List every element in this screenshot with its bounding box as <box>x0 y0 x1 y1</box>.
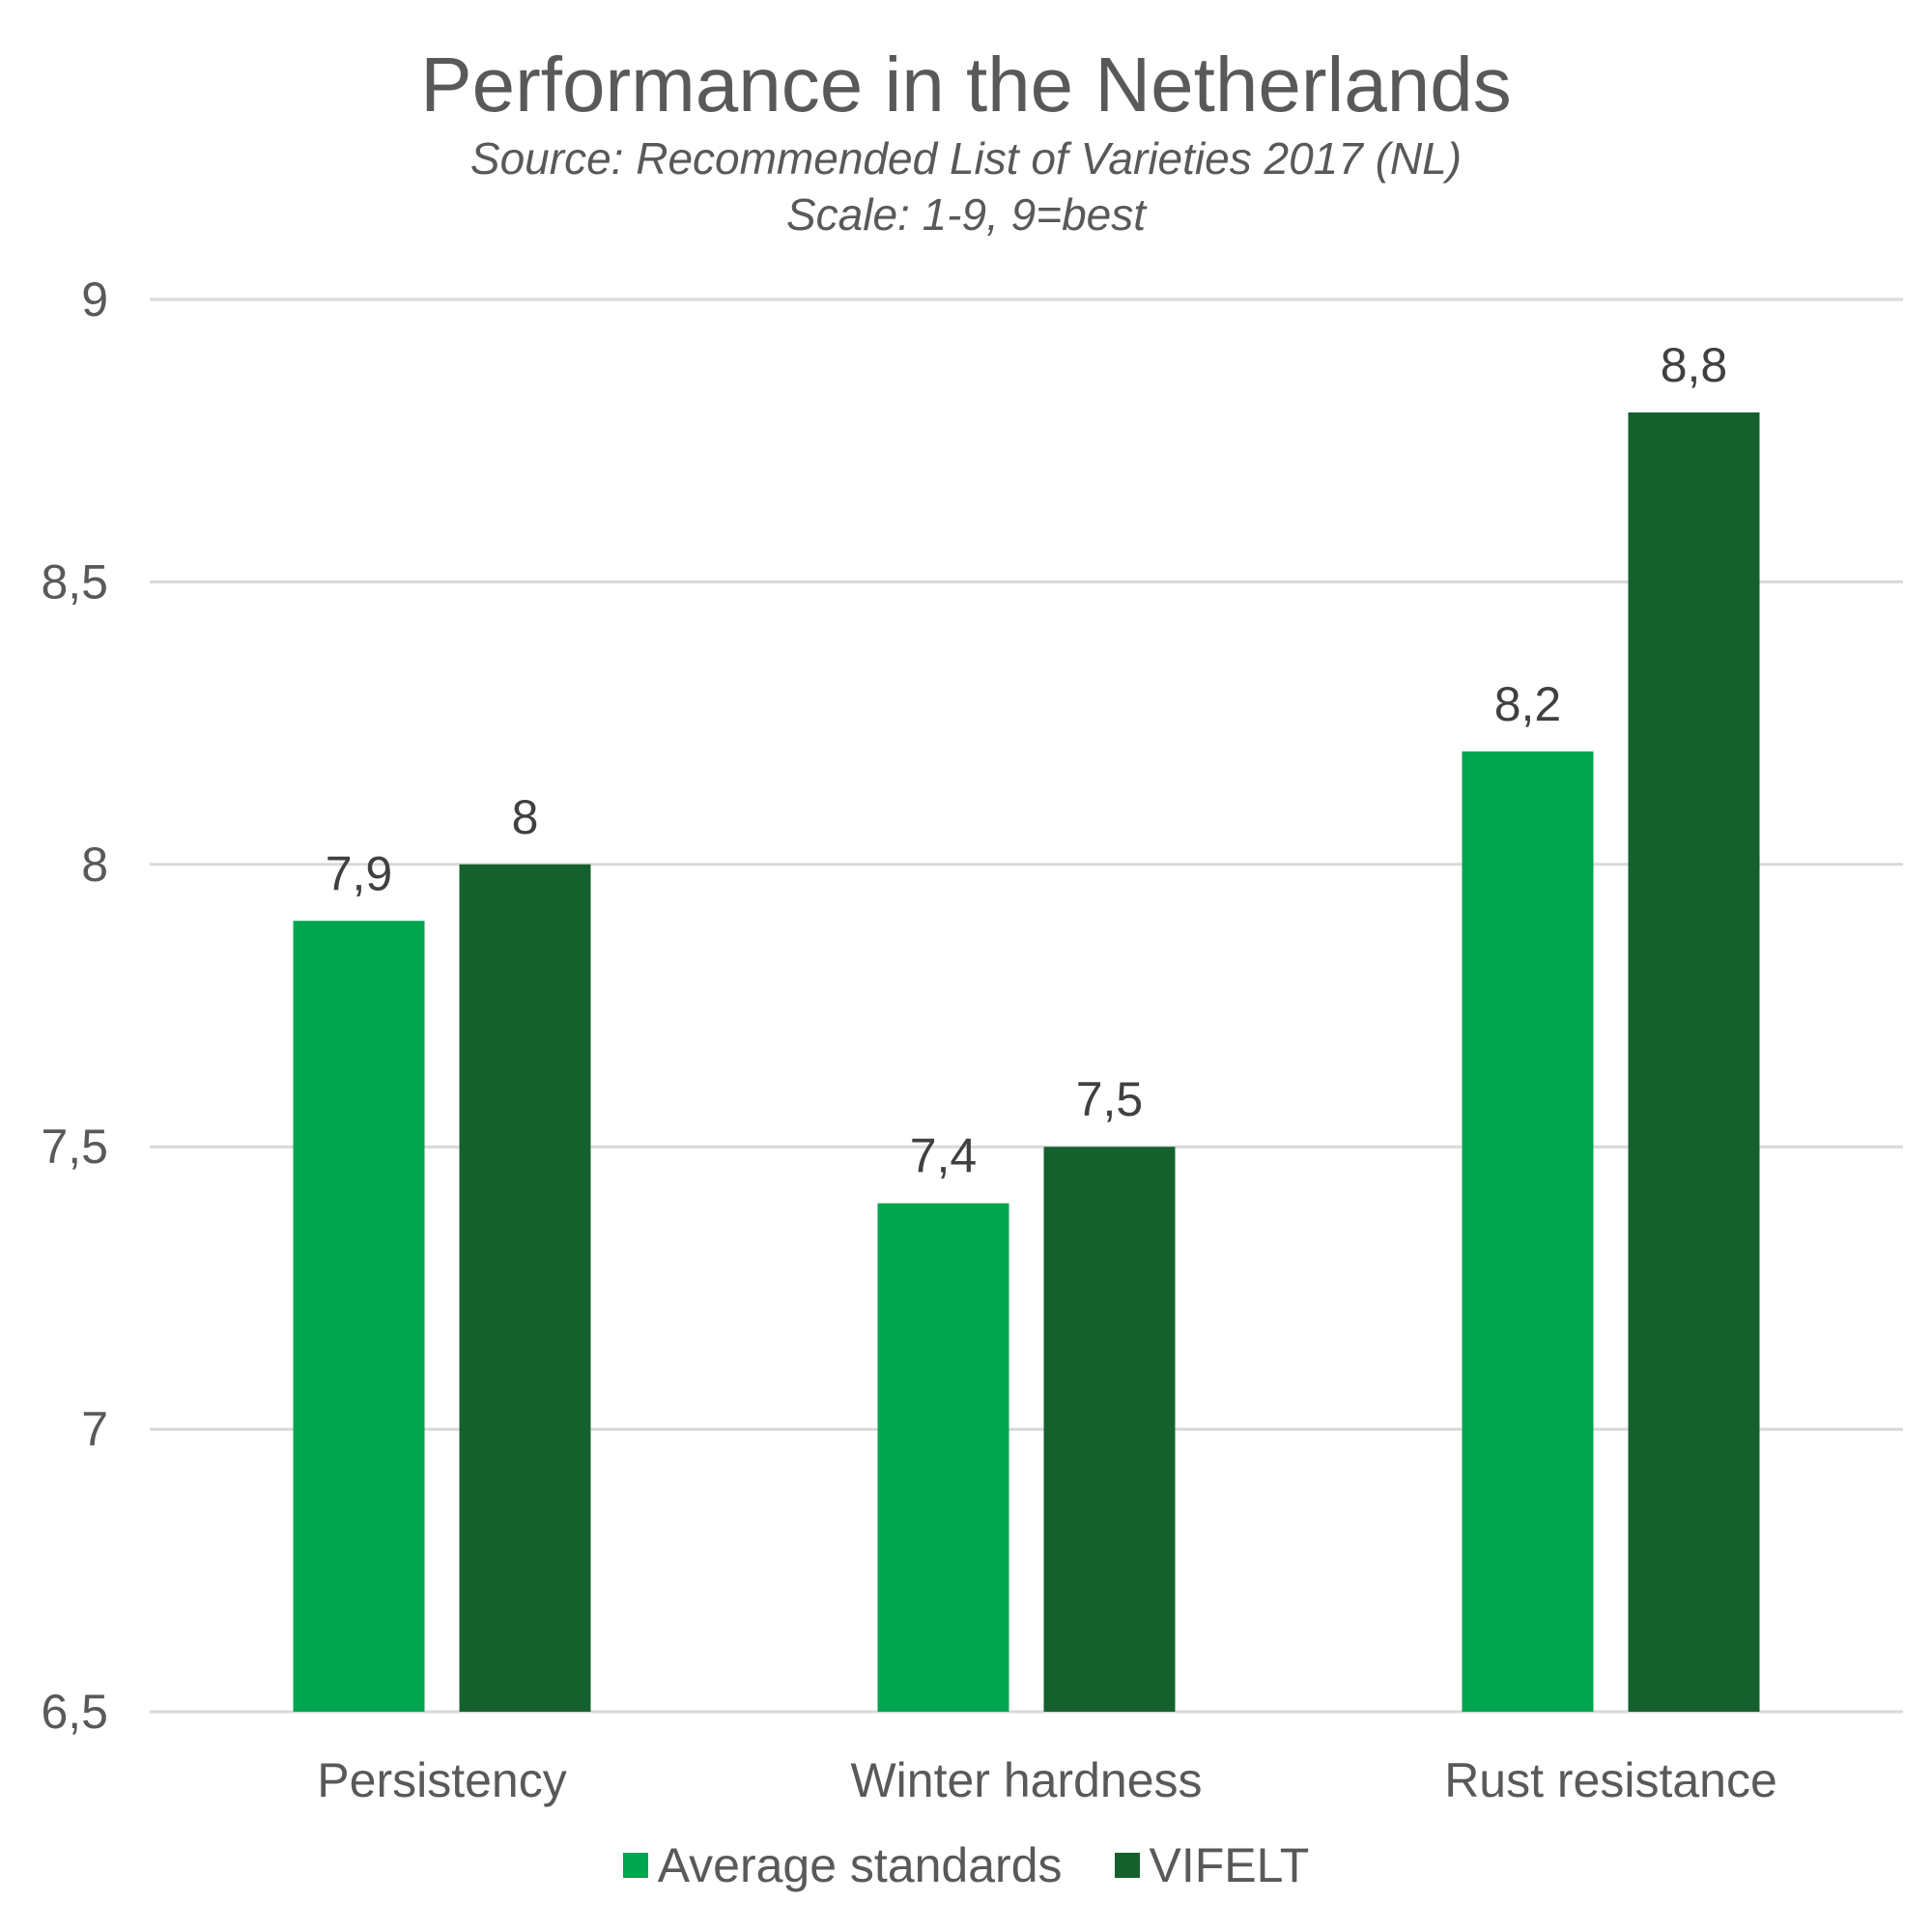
x-axis-tick-labels: Persistency Winter hardness Rust resistanc… <box>317 1753 1777 1807</box>
bars <box>293 412 1760 1713</box>
data-label: 8,8 <box>1661 338 1728 392</box>
bar-average-standards <box>293 921 425 1712</box>
chart-subtitle-source: Source: Recommended List of Varieties 20… <box>469 133 1463 184</box>
x-tick-label: Winter hardness <box>850 1753 1202 1807</box>
bar-average-standards <box>1462 751 1594 1712</box>
data-label: 7,9 <box>326 846 393 900</box>
data-labels: 7,9 8 7,4 7,5 8,2 8,8 <box>326 338 1728 1183</box>
data-label: 7,5 <box>1076 1072 1144 1126</box>
y-tick-label: 9 <box>81 272 108 327</box>
y-axis-tick-labels: 6,5 7 7,5 8 8,5 9 <box>41 272 108 1739</box>
bar-vifelt <box>459 864 591 1712</box>
data-label: 8,2 <box>1494 677 1562 731</box>
legend-item-average-standards: Average standards <box>622 1837 1063 1893</box>
y-tick-label: 8,5 <box>41 554 108 609</box>
y-tick-label: 6,5 <box>41 1685 108 1739</box>
x-tick-label: Rust resistance <box>1444 1753 1777 1807</box>
data-label: 8 <box>512 790 539 844</box>
gridlines <box>150 298 1903 1714</box>
y-tick-label: 7 <box>81 1403 108 1457</box>
bar-vifelt <box>1043 1147 1176 1712</box>
x-tick-label: Persistency <box>317 1753 566 1807</box>
bar-vifelt <box>1628 412 1760 1713</box>
legend-item-vifelt: VIFELT <box>1114 1837 1310 1893</box>
legend-label-average-standards: Average standards <box>657 1838 1063 1892</box>
chart-legend: Average standards VIFELT <box>0 1837 1932 1893</box>
chart-title: Performance in the Netherlands <box>420 42 1512 128</box>
y-tick-label: 8 <box>81 838 108 892</box>
legend-swatch-average-standards <box>622 1853 648 1878</box>
chart-subtitle-scale: Scale: 1-9, 9=best <box>785 189 1147 240</box>
legend-label-vifelt: VIFELT <box>1149 1838 1310 1892</box>
legend-swatch-vifelt <box>1114 1853 1140 1878</box>
data-label: 7,4 <box>910 1129 978 1183</box>
y-tick-label: 7,5 <box>41 1120 108 1174</box>
bar-average-standards <box>877 1203 1009 1712</box>
